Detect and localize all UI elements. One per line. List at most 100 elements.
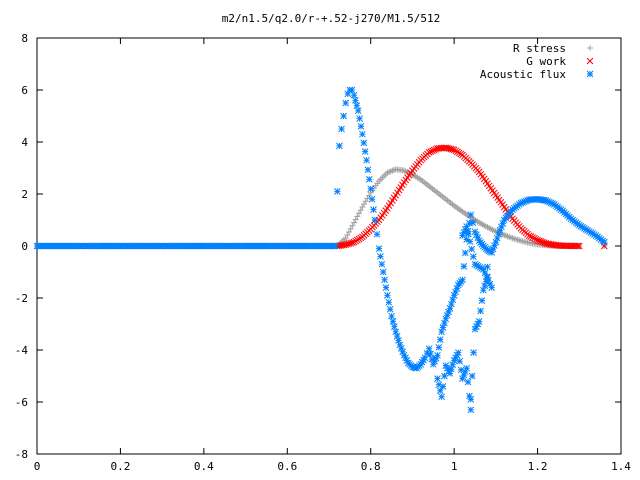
data-point xyxy=(477,307,484,315)
legend-label: Acoustic flux xyxy=(480,68,566,81)
data-point xyxy=(464,378,472,386)
data-point xyxy=(352,97,359,104)
data-point xyxy=(527,233,535,240)
data-point xyxy=(340,112,347,120)
data-point xyxy=(446,370,454,377)
data-point xyxy=(378,260,386,268)
data-point xyxy=(436,387,444,395)
x-tick-label: 1.4 xyxy=(611,460,631,473)
y-tick-label: -2 xyxy=(15,292,28,305)
data-point xyxy=(347,225,354,232)
data-point xyxy=(373,230,381,238)
x-tick-label: 0.2 xyxy=(110,460,130,473)
legend-marker xyxy=(586,70,594,78)
data-point xyxy=(425,149,433,156)
x-tick-label: 0.6 xyxy=(277,460,297,473)
series-g-work xyxy=(333,144,608,250)
data-point xyxy=(375,245,383,252)
data-point xyxy=(466,238,474,245)
data-point xyxy=(489,245,497,253)
data-point xyxy=(449,296,457,304)
data-point xyxy=(600,238,608,246)
data-point xyxy=(454,349,462,356)
data-point xyxy=(333,188,341,195)
data-point xyxy=(434,351,441,359)
data-point xyxy=(474,320,482,328)
y-tick-label: -6 xyxy=(15,396,28,409)
y-tick-label: -8 xyxy=(15,448,28,461)
data-point xyxy=(388,312,395,320)
data-point xyxy=(468,372,476,380)
data-point xyxy=(483,273,491,281)
data-point xyxy=(349,222,356,229)
data-point xyxy=(453,351,461,359)
data-point xyxy=(479,286,487,294)
data-point xyxy=(379,268,387,276)
y-tick-label: 8 xyxy=(21,32,28,45)
data-point xyxy=(441,319,448,327)
data-point xyxy=(354,213,361,220)
data-point xyxy=(532,235,540,243)
data-point xyxy=(525,232,533,239)
data-point xyxy=(357,123,365,130)
data-point xyxy=(425,345,433,353)
data-point xyxy=(344,232,351,239)
data-point xyxy=(370,206,377,213)
data-point xyxy=(393,332,401,340)
data-point xyxy=(439,383,447,390)
data-point xyxy=(382,284,390,291)
x-tick-label: 1 xyxy=(451,460,458,473)
data-point xyxy=(459,276,466,284)
data-point xyxy=(385,298,393,306)
data-point xyxy=(348,86,356,94)
data-point xyxy=(469,219,477,226)
data-point xyxy=(371,216,379,224)
x-tick-label: 0.4 xyxy=(194,460,214,473)
y-tick-label: 2 xyxy=(21,188,28,201)
data-point xyxy=(338,125,345,133)
data-point xyxy=(441,372,448,380)
data-point xyxy=(463,223,471,230)
data-point xyxy=(361,148,369,155)
axes: 0 0.2 0.4 0.6 0.8 1 1.2 1.4 8 6 4 2 0 -2 -4 -6 -8 xyxy=(15,32,632,473)
y-tick-label: -4 xyxy=(15,344,29,357)
data-point xyxy=(353,102,361,109)
legend-marker xyxy=(587,45,593,51)
data-point xyxy=(363,156,370,164)
data-point xyxy=(352,216,359,223)
y-tick-label: 4 xyxy=(21,136,28,149)
data-point xyxy=(434,375,441,382)
data-point xyxy=(529,234,536,241)
data-point xyxy=(484,263,491,271)
y-tick-label: 0 xyxy=(21,240,28,253)
data-point xyxy=(331,242,339,250)
data-point xyxy=(389,318,397,325)
x-tick-label: 1.2 xyxy=(528,460,548,473)
series-acoustic-flux xyxy=(33,86,608,414)
legend-label: R stress xyxy=(513,42,566,55)
data-point xyxy=(386,305,394,313)
data-point xyxy=(574,242,581,250)
data-point xyxy=(443,311,451,319)
data-point xyxy=(342,235,349,242)
data-point xyxy=(430,146,438,154)
data-point xyxy=(575,242,583,250)
data-point xyxy=(449,146,456,153)
data-point xyxy=(530,235,538,242)
data-point xyxy=(342,99,350,107)
data-point xyxy=(496,227,504,234)
data-point xyxy=(436,336,444,343)
data-point xyxy=(356,210,363,217)
data-point xyxy=(449,361,457,369)
data-point xyxy=(359,130,366,138)
data-point xyxy=(488,284,496,291)
data-point xyxy=(356,115,363,122)
data-point xyxy=(395,337,402,344)
data-point xyxy=(461,368,469,376)
data-point xyxy=(470,349,477,356)
data-point xyxy=(467,211,475,219)
data-point xyxy=(463,364,471,372)
data-point xyxy=(461,249,469,257)
